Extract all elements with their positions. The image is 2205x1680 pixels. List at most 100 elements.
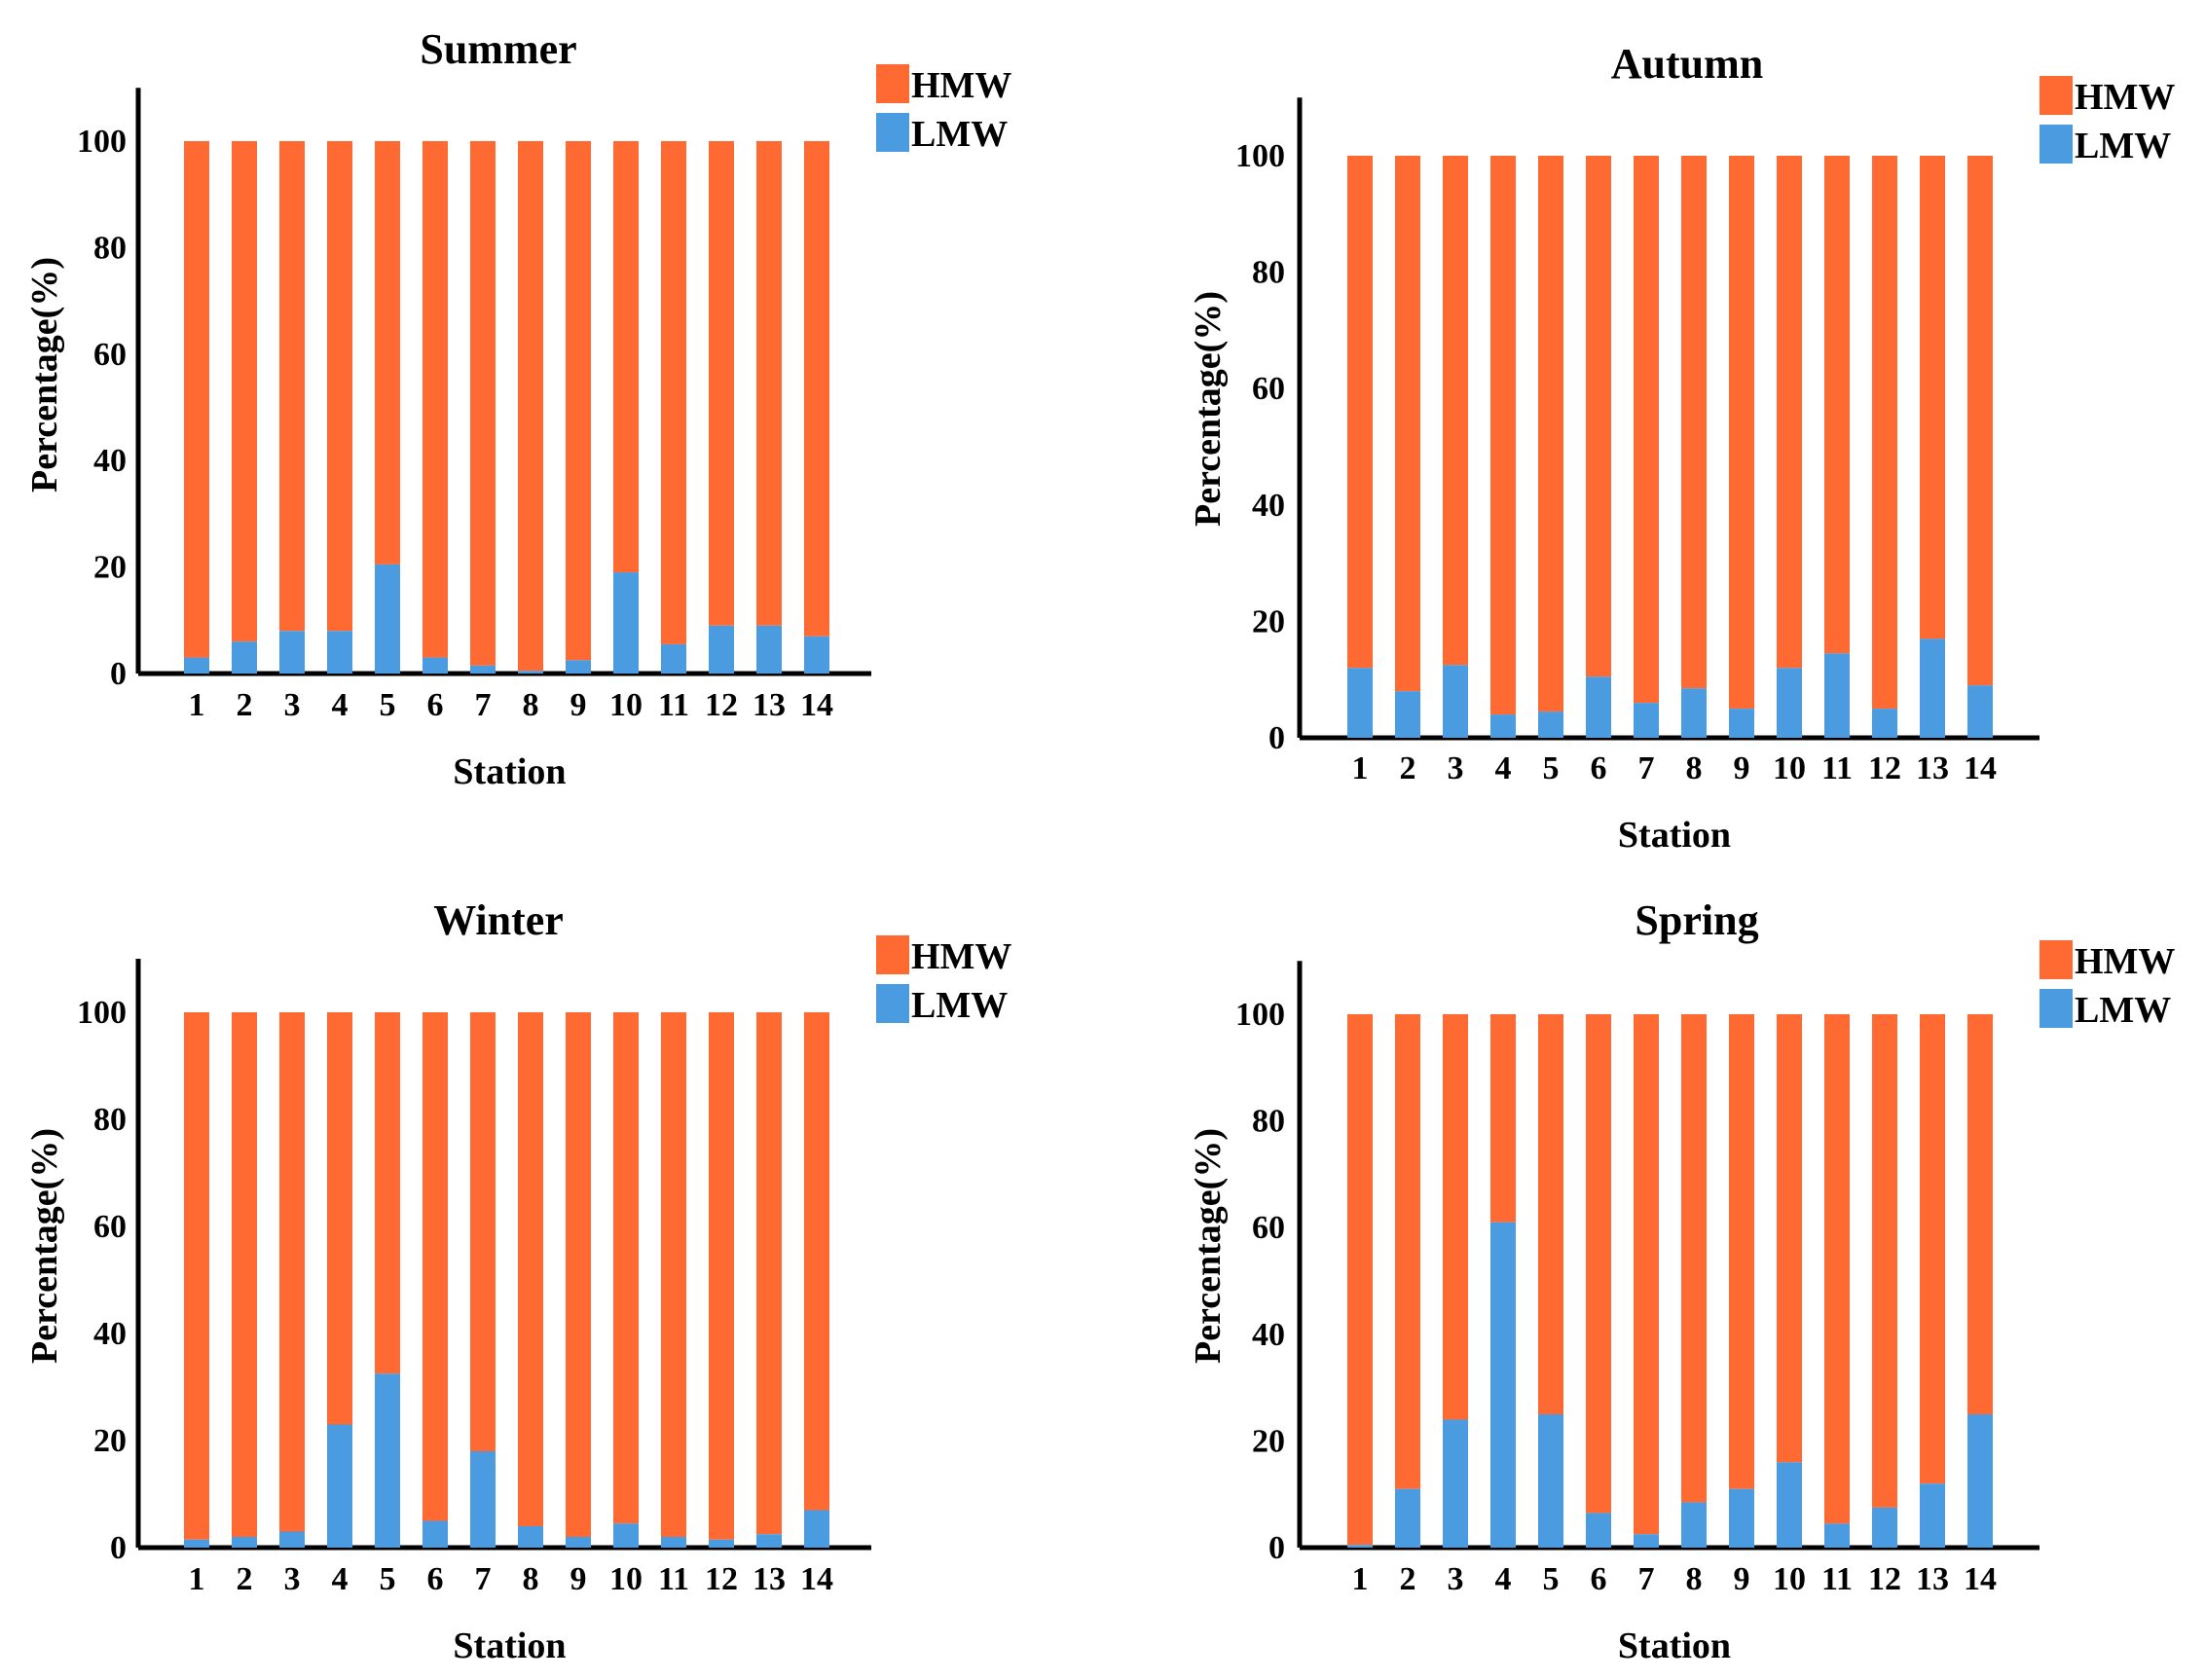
bar-lmw-station-5 bbox=[1538, 1414, 1563, 1548]
bar-lmw-station-11 bbox=[1824, 653, 1850, 738]
y-tick-label: 0 bbox=[110, 1530, 127, 1566]
x-tick-label: 7 bbox=[475, 1561, 492, 1597]
bar-lmw-station-6 bbox=[423, 1520, 448, 1548]
bar-lmw-station-1 bbox=[184, 657, 209, 674]
bar-hmw-station-12 bbox=[1872, 1014, 1897, 1508]
x-tick-label: 5 bbox=[1543, 1561, 1560, 1597]
bar-hmw-station-6 bbox=[1586, 1014, 1611, 1514]
x-tick-label: 12 bbox=[1868, 750, 1901, 786]
bar-lmw-station-10 bbox=[1777, 668, 1802, 738]
y-axis-title: Percentage(%) bbox=[1188, 291, 1229, 527]
bar-lmw-station-7 bbox=[470, 1451, 496, 1548]
bar-hmw-station-2 bbox=[1395, 1014, 1420, 1489]
x-tick-label: 6 bbox=[1591, 750, 1607, 786]
y-tick-label: 60 bbox=[1252, 1210, 1285, 1246]
x-tick-label: 14 bbox=[1964, 750, 1997, 786]
bar-hmw-station-10 bbox=[613, 1012, 639, 1524]
bar-hmw-station-1 bbox=[184, 141, 209, 658]
bar-hmw-station-11 bbox=[1824, 156, 1850, 654]
x-tick-label: 5 bbox=[380, 687, 396, 723]
y-tick-label: 100 bbox=[77, 124, 127, 160]
x-tick-label: 1 bbox=[1352, 1561, 1369, 1597]
bar-hmw-station-12 bbox=[709, 1012, 734, 1540]
x-tick-label: 10 bbox=[609, 687, 643, 723]
x-tick-label: 7 bbox=[1638, 1561, 1655, 1597]
x-axis-title: Station bbox=[453, 1625, 566, 1666]
x-tick-label: 11 bbox=[658, 687, 689, 723]
x-tick-label: 6 bbox=[1591, 1561, 1607, 1597]
bar-hmw-station-9 bbox=[566, 141, 591, 661]
bar-hmw-station-13 bbox=[756, 141, 782, 626]
y-tick-label: 100 bbox=[77, 995, 127, 1031]
chart-title: Summer bbox=[420, 25, 576, 73]
x-tick-label: 3 bbox=[1448, 750, 1464, 786]
x-tick-label: 5 bbox=[1543, 750, 1560, 786]
chart-panel-summer: Summer 0 20 40 60 80 100 Percentage(%) Station 1 2… bbox=[24, 25, 1011, 792]
bar-lmw-station-9 bbox=[1729, 709, 1754, 738]
bar-hmw-station-5 bbox=[375, 141, 400, 565]
x-tick-label: 3 bbox=[284, 687, 301, 723]
bar-lmw-station-8 bbox=[518, 1526, 543, 1548]
bar-lmw-station-14 bbox=[804, 636, 829, 674]
bar-lmw-station-11 bbox=[1824, 1523, 1850, 1548]
bar-hmw-station-5 bbox=[1538, 1014, 1563, 1414]
legend: HMW LMW bbox=[876, 64, 1011, 155]
x-tick-label: 5 bbox=[380, 1561, 396, 1597]
y-axis-title: Percentage(%) bbox=[1188, 1128, 1229, 1364]
bar-hmw-station-6 bbox=[423, 1012, 448, 1521]
bar-lmw-station-5 bbox=[1538, 712, 1563, 738]
bar-hmw-station-2 bbox=[232, 1012, 257, 1537]
x-tick-label: 13 bbox=[753, 1561, 786, 1597]
x-tick-label: 10 bbox=[1773, 750, 1806, 786]
bar-lmw-station-11 bbox=[661, 643, 686, 674]
x-tick-label: 2 bbox=[1400, 1561, 1416, 1597]
x-tick-label: 4 bbox=[332, 1561, 349, 1597]
bar-lmw-station-5 bbox=[375, 1373, 400, 1548]
legend-label-hmw: HMW bbox=[911, 936, 1011, 977]
bar-lmw-station-6 bbox=[1586, 676, 1611, 738]
bar-lmw-station-13 bbox=[756, 1534, 782, 1548]
legend-label-lmw: LMW bbox=[911, 985, 1008, 1026]
x-tick-label: 11 bbox=[1821, 750, 1853, 786]
y-tick-label: 40 bbox=[1252, 1317, 1285, 1353]
x-tick-label: 7 bbox=[1638, 750, 1655, 786]
y-tick-label: 20 bbox=[1252, 1423, 1285, 1459]
x-tick-label: 6 bbox=[427, 1561, 444, 1597]
bar-hmw-station-14 bbox=[1967, 156, 1993, 686]
bar-lmw-station-3 bbox=[1443, 1419, 1468, 1548]
y-tick-label: 20 bbox=[93, 550, 127, 586]
bar-lmw-station-10 bbox=[1777, 1462, 1802, 1548]
x-tick-label: 8 bbox=[523, 1561, 539, 1597]
chart-title: Spring bbox=[1635, 896, 1758, 944]
y-axis-title: Percentage(%) bbox=[24, 257, 65, 493]
y-tick-label: 100 bbox=[1235, 997, 1285, 1033]
bar-lmw-station-9 bbox=[1729, 1488, 1754, 1548]
x-tick-label: 4 bbox=[1495, 750, 1512, 786]
bar-lmw-station-7 bbox=[1634, 1534, 1659, 1548]
bar-lmw-station-7 bbox=[470, 665, 496, 674]
y-tick-label: 80 bbox=[93, 1102, 127, 1138]
bar-hmw-station-8 bbox=[1681, 1014, 1707, 1503]
y-tick-label: 20 bbox=[93, 1423, 127, 1459]
legend-swatch-lmw bbox=[876, 984, 909, 1023]
bar-lmw-station-1 bbox=[1347, 668, 1373, 738]
x-tick-label: 8 bbox=[523, 687, 539, 723]
x-tick-label: 1 bbox=[1352, 750, 1369, 786]
bar-hmw-station-14 bbox=[1967, 1014, 1993, 1414]
chart-panel-winter: Winter 0 20 40 60 80 100 Percentage(%) Station 1 2… bbox=[24, 896, 1011, 1666]
bar-lmw-station-3 bbox=[1443, 665, 1468, 738]
bar-hmw-station-9 bbox=[566, 1012, 591, 1537]
x-tick-label: 9 bbox=[1734, 1561, 1750, 1597]
bar-lmw-station-14 bbox=[1967, 685, 1993, 738]
bar-lmw-station-13 bbox=[1920, 639, 1945, 738]
x-tick-label: 13 bbox=[1916, 750, 1949, 786]
bar-hmw-station-7 bbox=[470, 141, 496, 666]
bar-lmw-station-1 bbox=[184, 1539, 209, 1548]
bar-hmw-station-11 bbox=[661, 141, 686, 644]
bar-hmw-station-13 bbox=[1920, 1014, 1945, 1484]
legend-label-lmw: LMW bbox=[911, 114, 1008, 155]
bar-lmw-station-13 bbox=[756, 625, 782, 674]
legend-label-lmw: LMW bbox=[2075, 990, 2171, 1031]
bar-hmw-station-12 bbox=[709, 141, 734, 626]
bar-hmw-station-5 bbox=[375, 1012, 400, 1374]
